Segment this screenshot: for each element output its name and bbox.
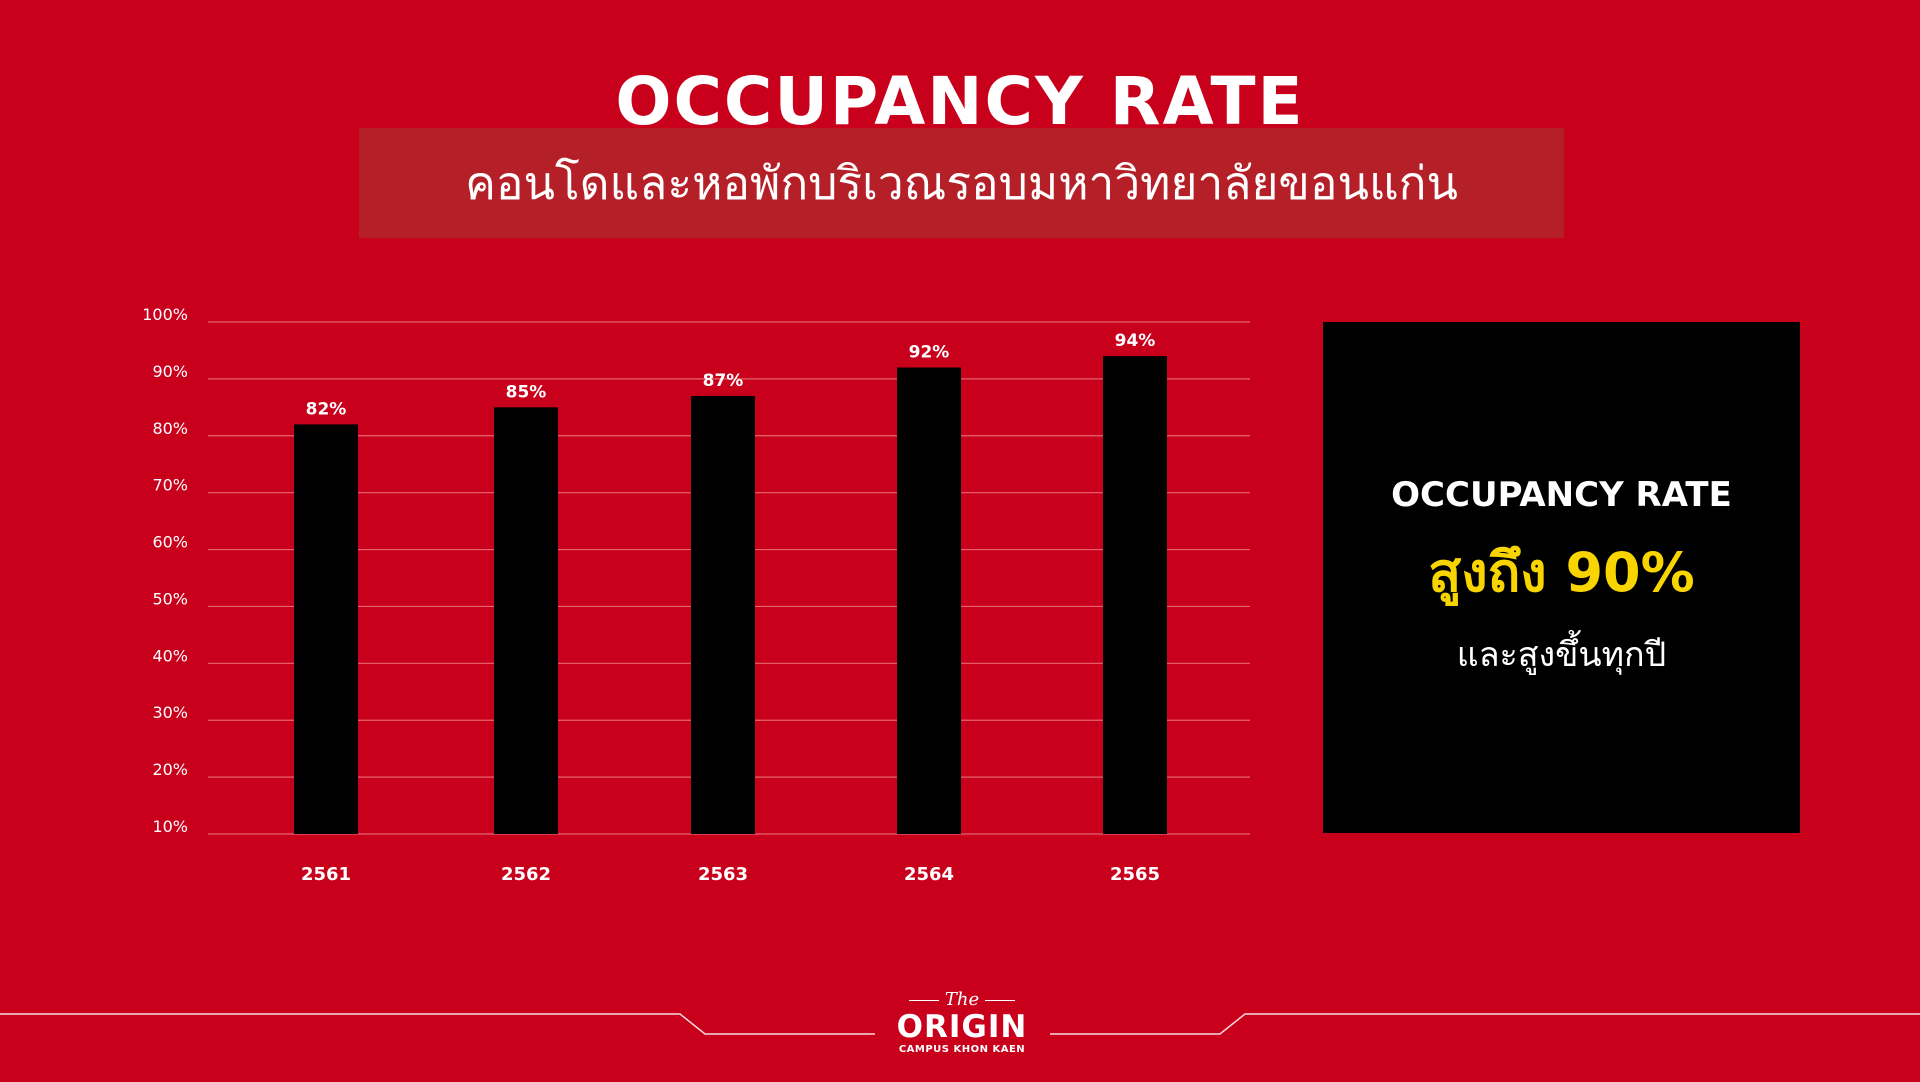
y-tick-label: 50% (152, 589, 188, 608)
subtitle-band: คอนโดและหอพักบริเวณรอบมหาวิทยาลัยขอนแก่น (359, 128, 1564, 238)
logo-sub: CAMPUS KHON KAEN (898, 1044, 1026, 1055)
bar (691, 395, 755, 834)
logo-main: ORIGIN (896, 1009, 1028, 1045)
callout-highlight: สูงถึง 90% (1428, 540, 1695, 604)
callout-box: OCCUPANCY RATE สูงถึง 90% และสูงขึ้นทุกป… (1323, 322, 1800, 833)
callout-title: OCCUPANCY RATE (1391, 474, 1732, 515)
callout-note: และสูงขึ้นทุกปี (1456, 634, 1667, 675)
y-tick-label: 20% (152, 760, 188, 779)
y-tick-label: 30% (152, 703, 188, 722)
bar (294, 424, 358, 834)
x-tick-label: 2565 (1110, 864, 1160, 885)
y-tick-label: 10% (152, 817, 188, 836)
bar-chart: 10% 20% 30% 40% 50% 60% 70% 80% 90% 100% 82% 2561 85… (142, 305, 1250, 885)
x-tick-label: 2564 (904, 864, 954, 885)
x-tick-label: 2562 (501, 864, 551, 885)
y-tick-label: 80% (152, 419, 188, 438)
data-label: 87% (703, 371, 744, 391)
y-tick-label: 40% (152, 646, 188, 665)
data-label: 92% (909, 343, 950, 363)
logo-the: The (892, 990, 1032, 1010)
footer-divider (0, 1013, 1920, 1035)
bar (494, 407, 558, 834)
page-title: OCCUPANCY RATE (615, 63, 1305, 140)
data-label: 85% (506, 382, 547, 402)
y-tick-label: 90% (152, 362, 188, 381)
x-tick-label: 2563 (698, 864, 748, 885)
y-tick-label: 60% (152, 533, 188, 552)
x-tick-label: 2561 (301, 864, 351, 885)
origin-logo: The ORIGIN CAMPUS KHON KAEN (892, 990, 1032, 1056)
bar (897, 367, 961, 834)
y-tick-label: 70% (152, 476, 188, 495)
bar (1103, 356, 1167, 834)
data-label: 82% (306, 399, 347, 419)
data-label: 94% (1115, 331, 1156, 351)
page-subtitle: คอนโดและหอพักบริเวณรอบมหาวิทยาลัยขอนแก่น (465, 155, 1458, 210)
y-tick-label: 100% (142, 305, 188, 324)
